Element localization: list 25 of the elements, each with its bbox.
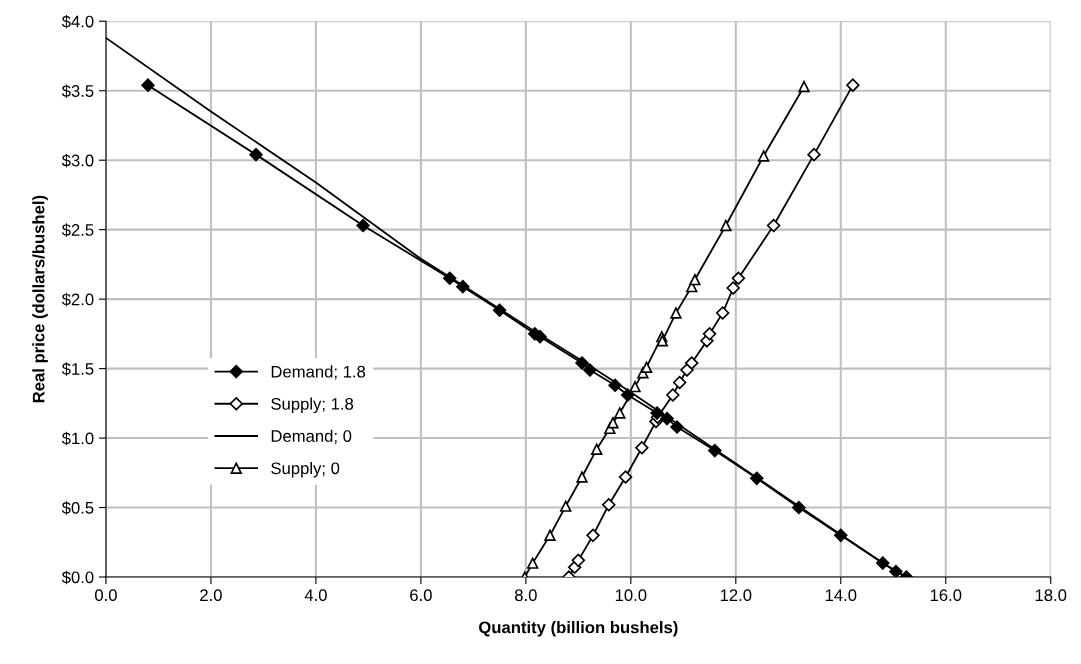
x-tick-label: 0.0 [95,589,117,602]
legend-label: Demand; 1.8 [271,365,366,380]
y-tick-label: $3.5 [61,84,94,98]
x-tick-label: 16.0 [930,589,962,602]
y-tick-label: $1.5 [61,362,94,376]
x-tick-label: 2.0 [200,589,222,602]
x-tick-label: 10.0 [615,589,647,602]
y-axis-title: Real price (dollars/bushel) [32,195,48,403]
y-tick-label: $2.5 [61,223,94,237]
x-tick-label: 12.0 [720,589,752,602]
x-axis-title: Quantity (billion bushels) [479,621,678,637]
y-tick-label: $1.0 [61,431,94,446]
legend-label: Supply; 0 [271,461,340,478]
x-tick-label: 8.0 [514,589,537,602]
legend-label: Demand; 0 [271,429,352,444]
x-tick-label: 4.0 [304,589,327,602]
y-tick-label: $3.0 [61,153,94,168]
y-tick-label: $2.0 [61,292,94,307]
y-tick-label: $0.5 [61,501,94,515]
y-tick-label: $4.0 [61,14,94,29]
x-tick-label: 18.0 [1035,589,1067,602]
x-tick-label: 6.0 [410,589,432,602]
legend-label: Supply; 1.8 [271,397,354,414]
y-tick-label: $0.0 [61,570,94,585]
x-tick-label: 14.0 [825,589,857,602]
